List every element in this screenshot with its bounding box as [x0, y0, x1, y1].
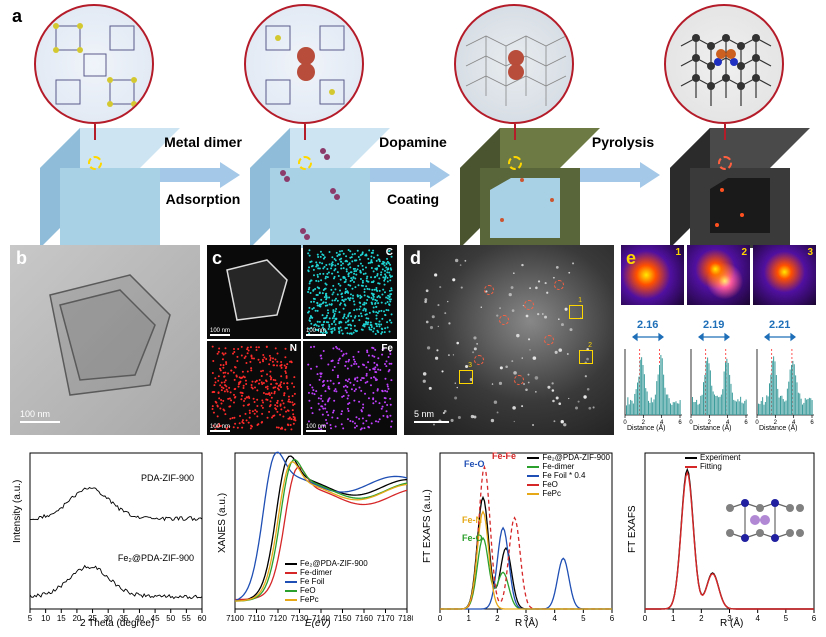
f-trace-2: Fe₂@PDA-ZIF-900	[118, 553, 194, 563]
scalebar-b: 100 nm	[20, 409, 50, 419]
h-ylabel: FT EXAFS (a.u.)	[422, 489, 433, 563]
arrow-1	[160, 160, 240, 190]
dist-3: 2.21	[769, 319, 790, 331]
i-xlabel: R (Å)	[720, 618, 743, 629]
zoom-2: 2	[687, 245, 750, 305]
arrow-3-label1: Pyrolysis	[578, 135, 668, 150]
svg-text:15: 15	[57, 614, 66, 623]
svg-text:6: 6	[812, 614, 817, 623]
scalebar-d: 5 nm	[414, 409, 434, 419]
svg-text:1: 1	[466, 614, 471, 623]
cube-carbon	[670, 128, 780, 238]
arrow-3	[580, 160, 660, 190]
arrow-1-label1: Metal dimer	[158, 135, 248, 150]
svg-text:10: 10	[41, 614, 50, 623]
svg-text:7170: 7170	[377, 614, 395, 623]
g-ylabel: XANES (a.u.)	[217, 493, 228, 553]
label-d: d	[410, 248, 421, 269]
cube-adsorbed	[250, 128, 360, 238]
e-xlabel-3: Distance (Å)	[759, 425, 798, 432]
haadf-box-3: 3	[459, 370, 473, 384]
inset-structure	[720, 493, 810, 548]
eds-fe: Fe 100 nm	[303, 341, 397, 435]
ann-fen: Fe-N	[462, 515, 482, 525]
svg-text:4: 4	[755, 614, 760, 623]
ann-feo-blue: Fe-O	[464, 459, 485, 469]
haadf-box-2: 2	[579, 350, 593, 364]
panel-a-scheme: Metal dimer Adsorption Dopamine Coating	[10, 0, 816, 238]
bubble-3	[454, 4, 574, 124]
eds-n: N 100 nm	[207, 341, 301, 435]
f-trace-1: PDA-ZIF-900	[141, 473, 194, 483]
svg-text:5: 5	[784, 614, 789, 623]
svg-text:6: 6	[810, 420, 814, 425]
svg-text:2: 2	[495, 614, 500, 623]
panel-f-xrd: 51015202530354045505560 2 Theta (degree)…	[10, 443, 208, 631]
svg-text:0: 0	[438, 614, 443, 623]
zoom-3: 3	[753, 245, 816, 305]
panel-g-xanes: 710071107120713071407150716071707180 E(e…	[215, 443, 413, 631]
dist-2: 2.19	[703, 319, 724, 331]
arrow-1-label2: Adsorption	[158, 192, 248, 207]
svg-text:7180: 7180	[398, 614, 413, 623]
svg-text:7150: 7150	[334, 614, 352, 623]
bubble-2	[244, 4, 364, 124]
svg-text:6: 6	[744, 420, 748, 425]
svg-text:1: 1	[671, 614, 676, 623]
bubble-4	[664, 4, 784, 124]
cube-pda	[460, 128, 570, 238]
i-ylabel: FT EXAFS	[627, 505, 638, 553]
svg-text:2: 2	[699, 614, 704, 623]
ann-feo-green: Fe-O	[462, 533, 483, 543]
label-c: c	[212, 248, 222, 269]
svg-text:7160: 7160	[355, 614, 373, 623]
arrow-2-label1: Dopamine	[368, 135, 458, 150]
panel-h-exafs: 0123456 R (Å) FT EXAFS (a.u.) Fe₂@PDA-ZI…	[420, 443, 618, 631]
label-b: b	[16, 248, 27, 269]
eds-c: C 100 nm	[303, 245, 397, 339]
label-e: e	[626, 248, 636, 269]
svg-text:7100: 7100	[226, 614, 244, 623]
panel-b-tem: 100 nm	[10, 245, 200, 435]
svg-text:5: 5	[28, 614, 33, 623]
svg-text:0: 0	[643, 614, 648, 623]
panel-c-eds: 100 nm C 100 nm N 100 nm Fe 100 nm	[207, 245, 397, 435]
panel-d-stem: 1 2 3 5 nm	[404, 245, 614, 435]
e-xlabel-1: Distance (Å)	[627, 425, 666, 432]
g-xlabel: E(eV)	[305, 618, 331, 629]
panel-i-fit: 0123456 R (Å) FT EXAFS ExperimentFitting	[625, 443, 820, 631]
arrow-2-label2: Coating	[368, 192, 458, 207]
arrow-2	[370, 160, 450, 190]
e-xlabel-2: Distance (Å)	[693, 425, 732, 432]
h-xlabel: R (Å)	[515, 618, 538, 629]
dist-1: 2.16	[637, 319, 658, 331]
svg-text:60: 60	[198, 614, 207, 623]
svg-text:6: 6	[610, 614, 615, 623]
bubble-1	[34, 4, 154, 124]
svg-text:5: 5	[581, 614, 586, 623]
svg-text:6: 6	[678, 420, 682, 425]
cube-zif	[40, 128, 150, 238]
svg-text:7110: 7110	[248, 614, 266, 623]
f-xlabel: 2 Theta (degree)	[80, 618, 154, 629]
svg-text:55: 55	[182, 614, 191, 623]
panel-e: 1 2 3 2.16 2.19 2.21 024602460246 Distan…	[621, 245, 816, 435]
svg-text:50: 50	[166, 614, 175, 623]
svg-text:4: 4	[552, 614, 557, 623]
svg-text:7120: 7120	[269, 614, 287, 623]
haadf-box-1: 1	[569, 305, 583, 319]
f-ylabel: Intensity (a.u.)	[12, 480, 23, 543]
ann-fefe: Fe-Fe	[492, 451, 516, 461]
